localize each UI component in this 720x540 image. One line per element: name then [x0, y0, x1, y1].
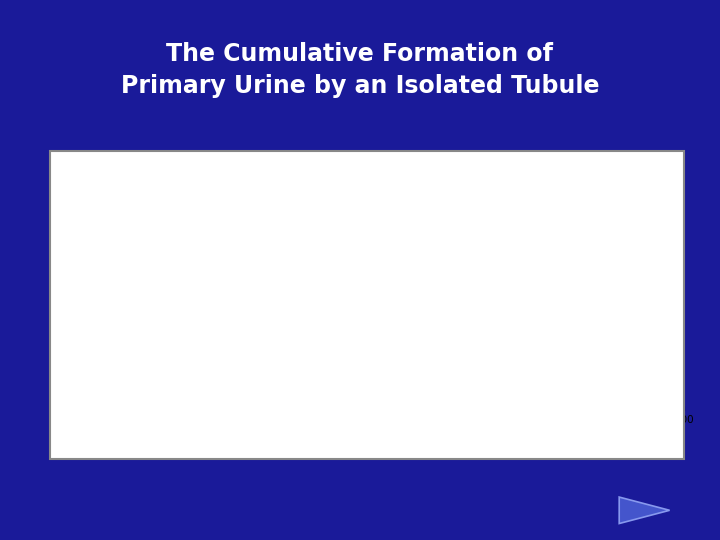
X-axis label: min: min: [579, 429, 602, 442]
Text: r = 0.997: r = 0.997: [366, 372, 410, 380]
Text: r = 0.997: r = 0.997: [575, 372, 618, 380]
Polygon shape: [619, 497, 670, 524]
Text: Y = 0.53X + 0.32: Y = 0.53X + 0.32: [568, 346, 646, 354]
X-axis label: Time  (min): Time (min): [135, 429, 211, 442]
Text: Y = 0.57X + 0.19: Y = 0.57X + 0.19: [359, 346, 437, 354]
Text: r = 0.991: r = 0.991: [158, 372, 201, 380]
Text: Y = 0.30X + 0.01: Y = 0.30X + 0.01: [150, 346, 228, 354]
X-axis label: min: min: [370, 429, 393, 442]
Text: C: C: [512, 201, 524, 219]
Text: A: A: [94, 201, 107, 219]
Text: The Cumulative Formation of
Primary Urine by an Isolated Tubule: The Cumulative Formation of Primary Urin…: [121, 43, 599, 98]
Text: B: B: [303, 201, 315, 219]
